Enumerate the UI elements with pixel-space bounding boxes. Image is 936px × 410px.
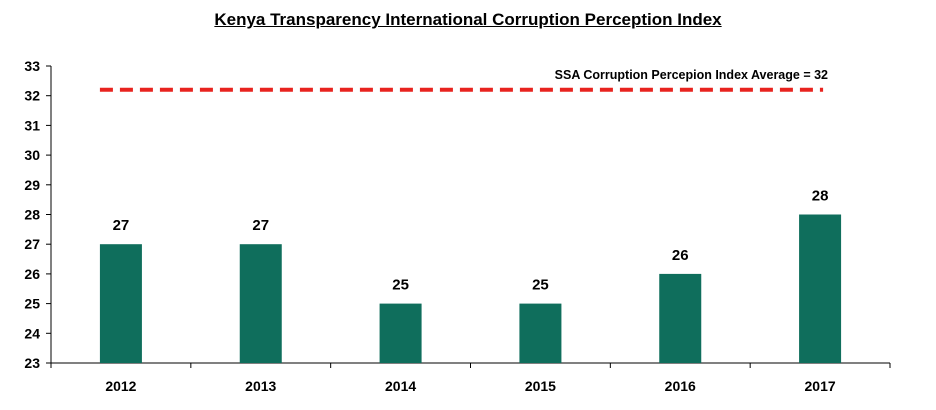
x-tick-label: 2017 [805, 378, 836, 394]
chart-title-text: Kenya Transparency International Corrupt… [214, 10, 722, 29]
chart-title: Kenya Transparency International Corrupt… [0, 10, 936, 30]
bar [99, 244, 142, 363]
data-label: 25 [392, 277, 409, 294]
data-labels: 27 27 25 25 26 28 [113, 188, 829, 294]
bar [799, 214, 842, 363]
y-tick-label: 28 [24, 207, 40, 223]
x-tick-label: 2015 [525, 378, 556, 394]
y-tick-label: 31 [24, 117, 40, 133]
y-tick-label: 25 [24, 296, 40, 312]
axes: 23 24 25 26 27 28 29 30 31 32 33 2012 2013 2014 2015 20… [24, 58, 891, 394]
bar [379, 303, 422, 363]
x-tick-label: 2012 [105, 378, 136, 394]
data-label: 27 [113, 217, 130, 234]
data-label: 28 [812, 188, 829, 205]
y-tick-label: 29 [24, 177, 40, 193]
y-tick-label: 24 [24, 325, 40, 341]
bar [659, 273, 702, 363]
bars [99, 214, 842, 363]
reference-line-group: SSA Corruption Percepion Index Average =… [99, 68, 828, 92]
x-tick-label: 2013 [245, 378, 276, 394]
y-tick-label: 27 [24, 236, 40, 252]
x-tick-label: 2016 [665, 378, 696, 394]
y-tick-label: 32 [24, 88, 40, 104]
bar [519, 303, 562, 363]
reference-line-label: SSA Corruption Percepion Index Average =… [555, 68, 828, 82]
data-label: 26 [672, 247, 689, 264]
data-label: 27 [252, 217, 269, 234]
x-tick-label: 2014 [385, 378, 416, 394]
y-tick-label: 23 [24, 355, 40, 371]
y-tick-label: 30 [24, 147, 40, 163]
bar [239, 244, 282, 363]
data-label: 25 [532, 277, 549, 294]
y-tick-label: 33 [24, 58, 40, 74]
y-tick-label: 26 [24, 266, 40, 282]
